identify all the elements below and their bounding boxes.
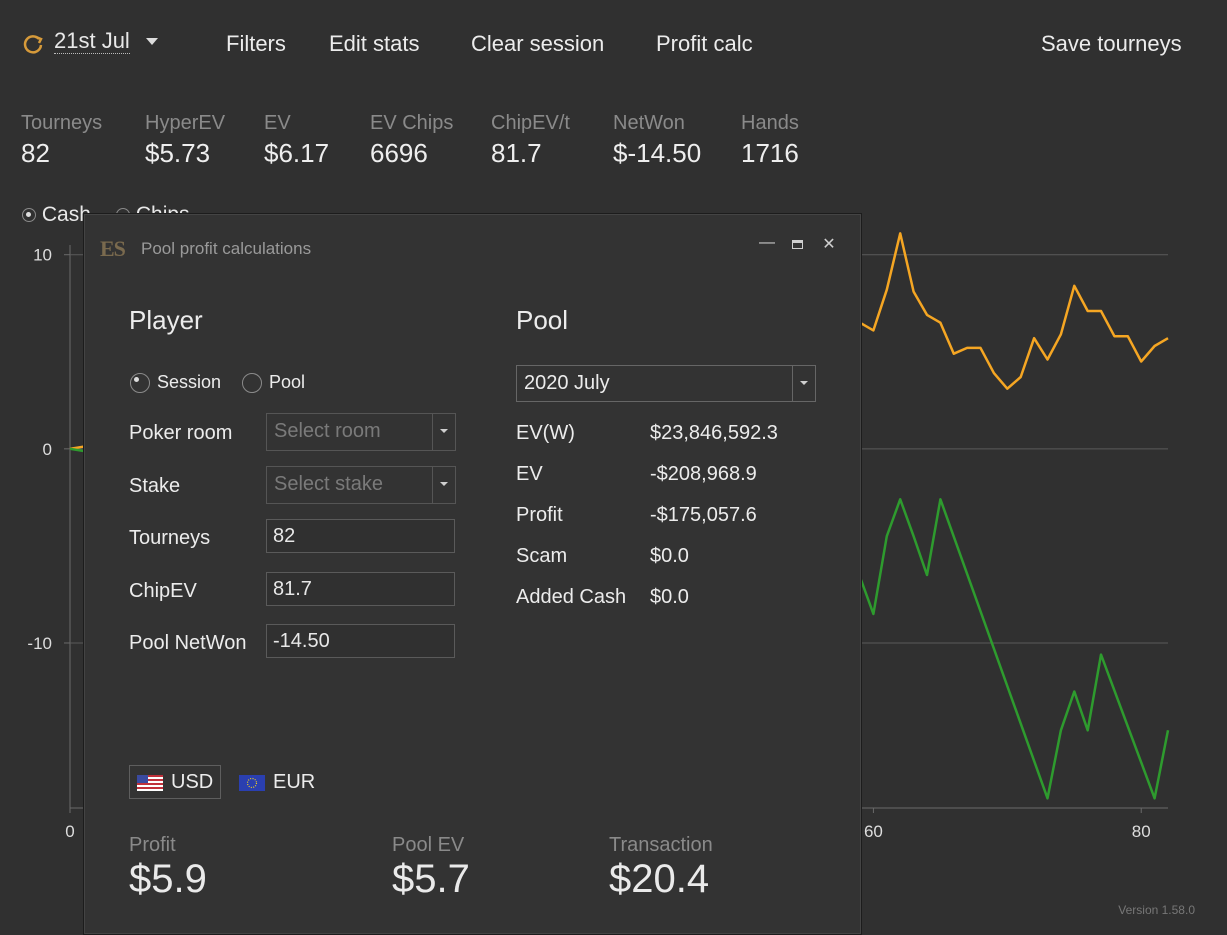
- usd-button[interactable]: USD: [129, 765, 221, 799]
- stat-value-ev: $6.17: [264, 138, 330, 168]
- stake-label: Stake: [129, 475, 181, 497]
- y-tick-label-2: -10: [27, 634, 52, 653]
- stat-value-netwon: $-14.50: [613, 138, 702, 168]
- pool-added-cash-value: $0.0: [650, 586, 689, 608]
- series-line-0: [69, 232, 1169, 451]
- result-pool-ev-label: Pool EV: [392, 834, 465, 856]
- pool-ev-value: -$208,968.9: [650, 463, 757, 485]
- result-pool-ev-value: $5.7: [392, 857, 470, 901]
- stat-value-chipev-t: 81.7: [491, 138, 542, 168]
- result-transaction-label: Transaction: [609, 834, 713, 856]
- chevron-down-icon[interactable]: [432, 467, 455, 503]
- pool-ev-w-value: $23,846,592.3: [650, 422, 778, 444]
- version-text: Version 1.58.0: [1118, 903, 1195, 917]
- poker-room-placeholder: Select room: [274, 420, 381, 442]
- radio-cash[interactable]: Cash: [22, 203, 91, 227]
- pool-scam-value: $0.0: [650, 545, 689, 567]
- radio-session[interactable]: Session: [130, 372, 222, 394]
- stat-label-hyperev: HyperEV: [145, 112, 226, 134]
- pool-ev-label: EV: [516, 463, 543, 485]
- pool-added-cash-label: Added Cash: [516, 586, 627, 608]
- usd-label: USD: [171, 771, 214, 793]
- tourneys-label: Tourneys: [129, 527, 211, 549]
- eu-flag-icon: [239, 774, 265, 791]
- result-profit-value: $5.9: [129, 857, 207, 901]
- chevron-down-icon[interactable]: [792, 366, 815, 401]
- pool-profit-label: Profit: [516, 504, 563, 526]
- radio-session-indicator[interactable]: [130, 373, 150, 394]
- radio-pool-indicator[interactable]: [242, 373, 262, 394]
- filters-button[interactable]: Filters: [226, 31, 286, 56]
- pool-profit-dialog: ES Pool profit calculations — ✕ Player S…: [83, 213, 862, 935]
- stat-value-hands: 1716: [741, 138, 799, 168]
- radio-session-label: Session: [157, 372, 222, 392]
- eur-button[interactable]: EUR: [238, 765, 330, 799]
- save-tourneys-button[interactable]: Save tourneys: [1041, 31, 1182, 56]
- stat-label-chipev-t: ChipEV/t: [491, 112, 570, 134]
- clear-session-button[interactable]: Clear session: [471, 31, 605, 56]
- chevron-down-icon[interactable]: [146, 38, 158, 45]
- eur-label: EUR: [273, 771, 316, 793]
- refresh-icon[interactable]: [22, 33, 44, 55]
- stat-value-hyperev: $5.73: [145, 138, 211, 168]
- chipev-input[interactable]: 81.7: [266, 572, 455, 606]
- series-line-1: [69, 447, 1170, 800]
- pool-scam-label: Scam: [516, 545, 568, 567]
- radio-cash-label: Cash: [41, 203, 91, 226]
- us-flag-icon: [137, 774, 163, 791]
- pool-ev-w-label: EV(W): [516, 422, 575, 444]
- chevron-down-icon[interactable]: [432, 414, 455, 450]
- x-tick-label-1: 60: [864, 822, 883, 841]
- y-tick-label-0: 10: [33, 246, 52, 265]
- stake-placeholder: Select stake: [274, 473, 383, 495]
- dialog-title: Pool profit calculations: [141, 239, 312, 258]
- radio-pool[interactable]: Pool: [242, 372, 306, 394]
- radio-pool-label: Pool: [269, 372, 306, 392]
- y-tick-label-1: 0: [43, 440, 52, 459]
- date-selector[interactable]: 21st Jul: [54, 28, 130, 54]
- radio-cash-indicator[interactable]: [22, 208, 36, 223]
- pool-period-value: 2020 July: [524, 372, 610, 394]
- stat-label-netwon: NetWon: [613, 112, 685, 134]
- close-icon[interactable]: ✕: [822, 236, 836, 253]
- result-transaction-value: $20.4: [609, 857, 710, 901]
- poker-room-select[interactable]: Select room: [266, 413, 456, 451]
- edit-stats-button[interactable]: Edit stats: [329, 31, 420, 56]
- profit-calc-button[interactable]: Profit calc: [656, 31, 753, 56]
- tourneys-input[interactable]: 82: [266, 519, 455, 553]
- stat-label-ev: EV: [264, 112, 291, 134]
- pool-profit-value: -$175,057.6: [650, 504, 757, 526]
- stat-value-ev-chips: 6696: [370, 138, 428, 168]
- stat-label-ev-chips: EV Chips: [370, 112, 454, 134]
- app-logo: ES: [100, 236, 126, 261]
- maximize-icon[interactable]: [787, 236, 807, 254]
- pool-heading: Pool: [516, 305, 569, 335]
- result-profit-label: Profit: [129, 834, 176, 856]
- stat-label-hands: Hands: [741, 112, 799, 134]
- maximize-glyph[interactable]: [791, 240, 803, 249]
- x-tick-label-0: 0: [65, 822, 74, 841]
- poker-room-label: Poker room: [129, 422, 233, 444]
- stat-value-tourneys: 82: [21, 138, 50, 168]
- player-heading: Player: [129, 305, 203, 335]
- pool-netwon-input[interactable]: -14.50: [266, 624, 455, 658]
- stake-select[interactable]: Select stake: [266, 466, 456, 504]
- pool-netwon-label: Pool NetWon: [129, 632, 247, 654]
- pool-period-select[interactable]: 2020 July: [516, 365, 816, 402]
- x-tick-label-2: 80: [1132, 822, 1151, 841]
- minimize-icon[interactable]: —: [759, 234, 775, 251]
- stat-label-tourneys: Tourneys: [21, 112, 103, 134]
- chipev-label: ChipEV: [129, 580, 197, 602]
